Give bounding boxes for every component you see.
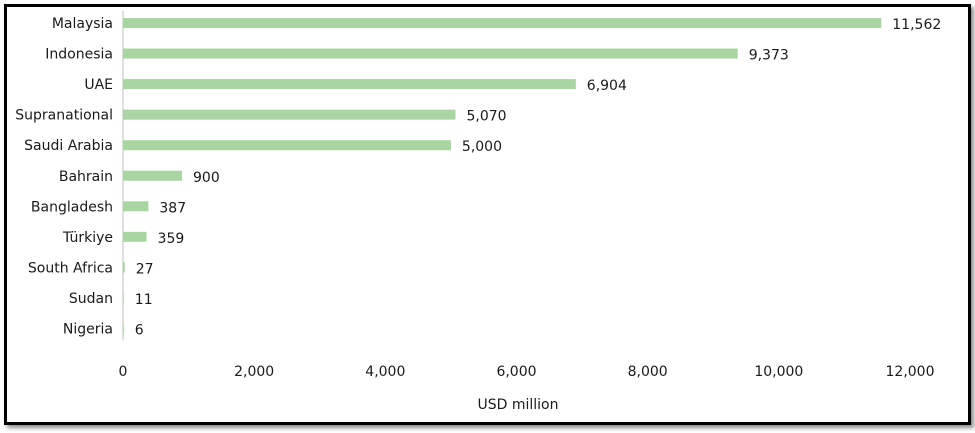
value-label: 27: [136, 261, 154, 277]
value-label: 6,904: [587, 78, 627, 94]
category-label: South Africa: [28, 260, 113, 276]
value-label: 5,070: [467, 109, 507, 125]
category-label: Saudi Arabia: [24, 138, 113, 154]
category-label: Bahrain: [59, 169, 113, 185]
bar-chart: 0 2,000 4,000 6,000 8,000 10,000 12,000 Malays…: [15, 11, 941, 413]
bar: [123, 48, 738, 59]
value-label: 5,000: [462, 139, 502, 155]
labels-layer: Malaysia 11,562 Indonesia 9,373 UAE 6,904 Supr…: [15, 16, 941, 339]
bar: [123, 323, 124, 334]
bar: [123, 201, 149, 212]
x-tick-label: 8,000: [628, 364, 668, 380]
x-tick-label: 10,000: [754, 364, 803, 380]
value-label: 11: [135, 292, 153, 308]
bar: [123, 231, 147, 242]
bar: [123, 18, 882, 28]
category-label: Indonesia: [45, 47, 113, 63]
value-label: 387: [159, 200, 186, 216]
bar: [123, 109, 456, 120]
category-label: Bangladesh: [31, 199, 113, 215]
category-label: Sudan: [69, 291, 113, 307]
x-tick-label: 12,000: [886, 364, 935, 380]
x-tick-label: 0: [119, 364, 128, 380]
bar: [123, 170, 183, 181]
bar: [123, 262, 125, 273]
value-label: 11,562: [892, 17, 941, 33]
value-label: 900: [193, 170, 220, 186]
bar: [123, 79, 576, 90]
value-label: 6: [135, 323, 144, 339]
category-label: Supranational: [15, 108, 113, 124]
value-label: 9,373: [749, 48, 789, 64]
bars-layer: [123, 18, 882, 334]
x-axis-title: USD million: [478, 397, 559, 413]
category-label: Nigeria: [63, 322, 113, 338]
bar: [123, 292, 124, 303]
category-label: Malaysia: [52, 16, 113, 32]
chart-frame: 0 2,000 4,000 6,000 8,000 10,000 12,000 Malays…: [4, 4, 971, 425]
axis-layer: 0 2,000 4,000 6,000 8,000 10,000 12,000: [119, 11, 935, 380]
value-label: 359: [158, 231, 185, 247]
bar: [123, 140, 451, 151]
x-tick-label: 6,000: [496, 364, 536, 380]
x-tick-label: 2,000: [234, 364, 274, 380]
category-label: Türkiye: [62, 230, 113, 246]
category-label: UAE: [84, 77, 113, 93]
x-tick-label: 4,000: [365, 364, 405, 380]
